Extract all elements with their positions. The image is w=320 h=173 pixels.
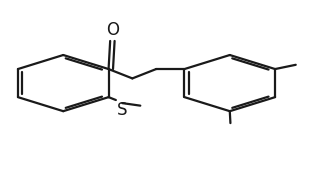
- Text: S: S: [116, 101, 127, 119]
- Text: O: O: [106, 21, 119, 39]
